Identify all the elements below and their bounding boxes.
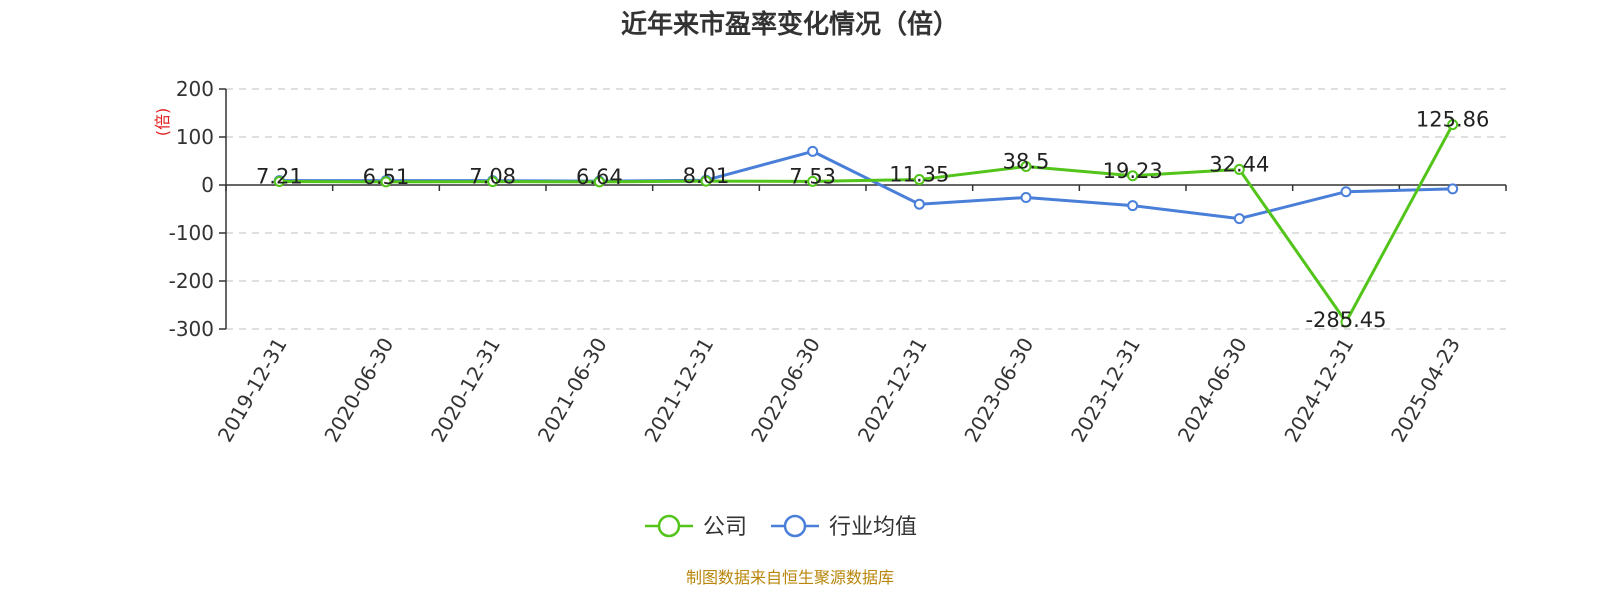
data-point: [1447, 119, 1459, 131]
data-label: 6.51: [363, 165, 410, 189]
data-label: 19.23: [1103, 159, 1163, 183]
data-label: 7.08: [469, 165, 516, 189]
data-point: [1127, 170, 1139, 182]
x-tick-label: 2023-06-30: [959, 334, 1038, 447]
x-tick-label: 2022-12-31: [853, 333, 932, 446]
data-label: 7.21: [256, 165, 303, 189]
data-point: [807, 175, 819, 187]
data-point: [1020, 161, 1032, 173]
data-source-note: 制图数据来自恒生聚源数据库: [686, 568, 894, 587]
x-tick-label: 2020-06-30: [319, 334, 398, 447]
legend-marker: [783, 514, 807, 538]
x-tick-label: 2025-04-23: [1386, 334, 1465, 447]
data-label: 11.35: [889, 163, 949, 187]
y-tick-label: 0: [201, 173, 214, 197]
data-label: 38.5: [1003, 150, 1050, 174]
legend[interactable]: 公司 行业均值: [645, 514, 917, 540]
data-label: -285.45: [1305, 308, 1386, 332]
x-tick-label: 2023-12-31: [1066, 334, 1145, 447]
x-tick-label: 2021-12-31: [639, 334, 718, 447]
legend-item-1[interactable]: 行业均值: [771, 514, 917, 540]
data-point: [700, 175, 712, 187]
y-tick-label: 200: [176, 77, 214, 101]
x-tick-label: 2024-12-31: [1279, 334, 1358, 447]
data-point: [487, 176, 499, 188]
data-label: 125.86: [1416, 108, 1489, 132]
data-point: [1233, 163, 1245, 175]
data-labels: 7.21 6.51 7.08 6.64 8.01 7.53 11.35 38.5 19.23 32…: [256, 108, 1489, 332]
data-point: [913, 174, 925, 186]
data-point: [1233, 213, 1245, 225]
x-tick-label: 2020-12-31: [426, 333, 505, 446]
y-axis-unit-label: (倍): [153, 108, 172, 137]
legend-label: 行业均值: [829, 515, 917, 540]
data-point: [273, 176, 285, 188]
data-point: [807, 145, 819, 157]
data-label: 32.44: [1209, 152, 1269, 176]
x-tick-label: 2022-06-30: [746, 334, 825, 447]
y-tick-label: -200: [169, 269, 214, 293]
data-point: [380, 176, 392, 188]
y-tick-label: 100: [176, 125, 214, 149]
series-line-0: [279, 123, 1454, 324]
data-point: [913, 198, 925, 210]
y-tick-label: -300: [169, 317, 214, 341]
y-tick-label: -100: [169, 221, 214, 245]
x-tick-label: 2024-06-30: [1173, 334, 1252, 447]
series-lines: [273, 119, 1459, 328]
x-tick-label: 2021-06-30: [533, 334, 612, 447]
data-point: [1020, 191, 1032, 203]
data-point: [1340, 186, 1352, 198]
legend-label: 公司: [703, 515, 747, 540]
data-point: [1447, 183, 1459, 195]
grid-lines: [226, 88, 1506, 330]
x-tick-label: 2019-12-31: [213, 334, 292, 447]
data-point: [593, 176, 605, 188]
data-point: [1340, 316, 1352, 328]
data-label: 8.01: [683, 164, 730, 188]
legend-marker: [657, 514, 681, 538]
data-label: 7.53: [789, 164, 836, 188]
data-point: [1127, 200, 1139, 212]
data-label: 6.64: [576, 165, 623, 189]
chart-title: 近年来市盈率变化情况（倍）: [621, 9, 959, 40]
legend-item-0[interactable]: 公司: [645, 514, 747, 540]
